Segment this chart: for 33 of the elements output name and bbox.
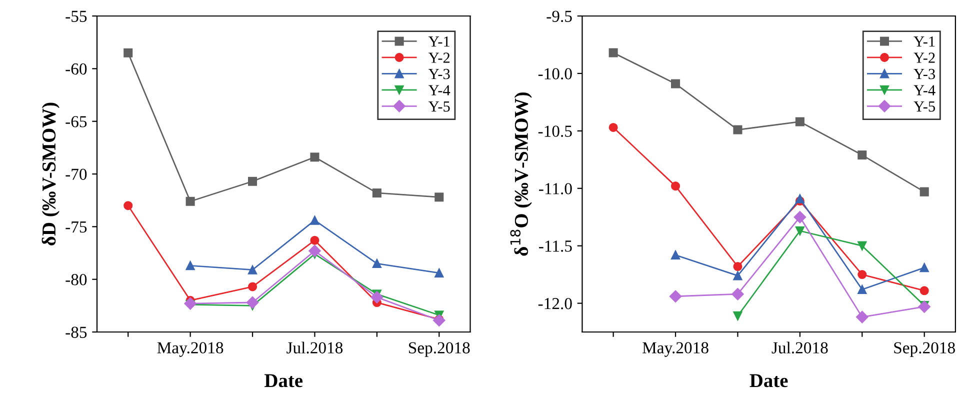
legend-label: Y-5	[428, 102, 450, 112]
y-tick-label: -65	[66, 116, 87, 128]
legend-label: Y-4	[914, 85, 936, 96]
y-tick-label: -80	[66, 274, 87, 286]
y-tick-label: -55	[66, 10, 87, 22]
y-tick-label: -85	[66, 326, 87, 338]
x-tick-label: Jul.2018	[286, 342, 343, 354]
legend-label: Y-2	[914, 52, 935, 63]
y-tick-label: -10.0	[538, 68, 572, 80]
legend-label: Y-1	[914, 36, 935, 47]
x-tick-label: Jul.2018	[772, 342, 828, 354]
legend-label: Y-1	[428, 36, 450, 47]
y-tick-label: -60	[66, 63, 87, 75]
x-axis-title: Date	[750, 374, 788, 388]
y-tick-label: -12.0	[538, 298, 572, 310]
y-tick-label: -11.0	[539, 183, 572, 194]
legend-label: Y-3	[428, 68, 450, 80]
x-tick-label: May.2018	[157, 342, 224, 357]
legend-label: Y-4	[428, 85, 450, 96]
x-tick-label: Sep.2018	[894, 342, 955, 357]
legend-label: Y-5	[914, 102, 935, 112]
y-tick-label: -10.5	[538, 126, 572, 137]
y-tick-label: -75	[66, 222, 87, 233]
y-tick-label: -9.5	[546, 10, 572, 22]
x-tick-label: Sep.2018	[409, 342, 470, 357]
y-tick-label: -70	[66, 168, 87, 180]
legend-label: Y-3	[914, 68, 935, 80]
y-axis-title: δ$^{18}$O (‰V-SMOW)	[510, 92, 532, 256]
x-axis-title: Date	[264, 374, 303, 388]
y-tick-label: -11.5	[539, 240, 572, 252]
y-axis-title: δD (‰V-SMOW)	[42, 102, 60, 246]
x-tick-label: May.2018	[642, 342, 708, 357]
legend-label: Y-2	[428, 52, 450, 63]
